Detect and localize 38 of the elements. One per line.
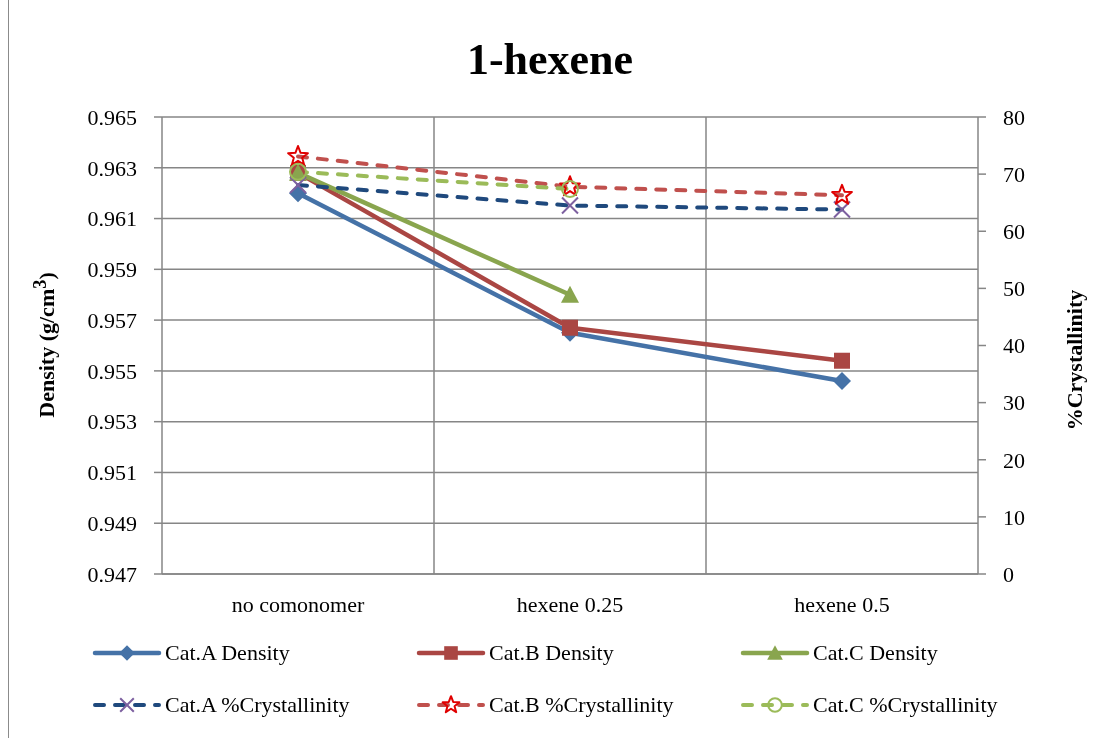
legend-label: Cat.A %Crystallinity [165,692,350,718]
y2-tick-label: 30 [1003,390,1025,416]
y2-tick-label: 70 [1003,161,1025,187]
legend-label: Cat.B Density [489,640,614,666]
x-tick-label: no comonomer [231,591,365,617]
legend-label: Cat.B %Crystallinity [489,692,674,718]
point [833,200,851,219]
y2-tick-label: 80 [1003,104,1025,130]
y-tick-label: 0.947 [87,561,137,587]
x-tick-label: hexene 0.5 [794,591,890,617]
y-tick-label: 0.951 [87,460,137,486]
y2-axis-title: %Crystallinity [1062,289,1088,431]
y2-tick-label: 10 [1003,504,1025,530]
x-tick-label: hexene 0.25 [516,591,624,617]
y-tick-label: 0.957 [87,307,137,333]
y2-tick-label: 40 [1003,333,1025,359]
y-tick-label: 0.961 [87,206,137,232]
point [287,145,309,166]
y-tick-label: 0.949 [87,511,137,537]
legend-label: Cat.C %Crystallinity [813,692,998,718]
y-tick-label: 0.965 [87,104,137,130]
y2-tick-label: 50 [1003,276,1025,302]
y2-tick-label: 0 [1003,561,1014,587]
point [831,183,853,205]
point [834,352,850,369]
y-tick-label: 0.953 [87,409,137,435]
point [289,175,307,194]
legend-label: Cat.A Density [165,640,290,666]
y-tick-label: 0.955 [87,358,137,384]
chart-title: 1-hexene [465,34,635,86]
y2-tick-label: 20 [1003,447,1025,473]
point [561,196,579,215]
y-tick-label: 0.959 [87,257,137,283]
y-tick-label: 0.963 [87,155,137,181]
point [833,372,851,391]
point [562,319,578,336]
legend-label: Cat.C Density [813,640,938,666]
y2-tick-label: 60 [1003,219,1025,245]
